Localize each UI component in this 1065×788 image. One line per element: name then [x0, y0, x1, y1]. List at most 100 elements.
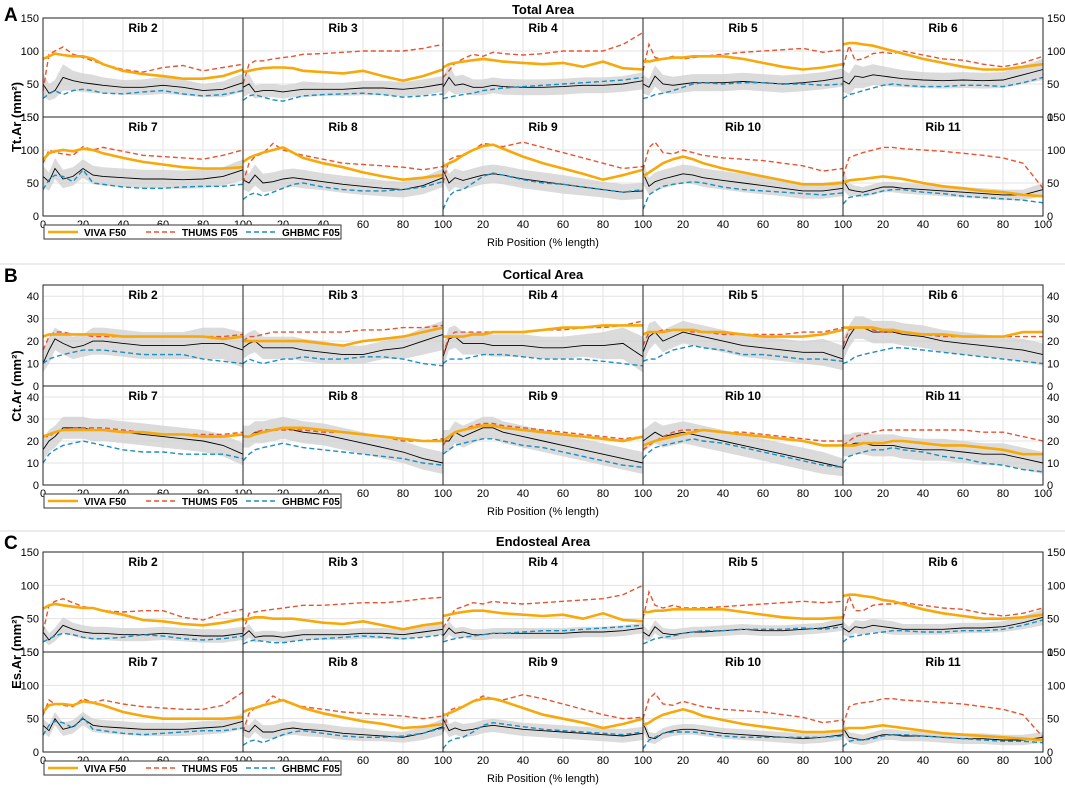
y-tick-label-right: 100 — [1047, 680, 1065, 692]
y-tick-label-right: 150 — [1047, 112, 1065, 124]
subplot-rib-9: Rib 9 — [442, 655, 644, 750]
subject-range-band — [443, 621, 643, 643]
rib-title: Rib 9 — [528, 120, 558, 134]
x-tick-label: 40 — [717, 219, 729, 231]
x-tick-label: 100 — [434, 219, 452, 231]
thums-f05-line — [42, 145, 244, 164]
subject-mean-line — [442, 76, 644, 88]
viva-f50-line — [242, 146, 444, 182]
viva-f50-line — [842, 41, 1044, 71]
x-tick-label: 60 — [357, 488, 369, 500]
x-tick-label: 60 — [557, 219, 569, 231]
viva-f50-line — [243, 426, 443, 443]
subject-mean-line — [442, 718, 644, 737]
subject-mean-line — [443, 427, 644, 464]
x-tick-label: 80 — [397, 755, 409, 767]
x-tick-label: 80 — [597, 219, 609, 231]
subject-range-band — [643, 421, 843, 477]
subject-mean-line — [243, 427, 444, 464]
thums-f05-line — [442, 141, 644, 184]
subplot-rib-10: Rib 10 — [642, 389, 844, 477]
subplot-rib-7: Rib 7 — [42, 120, 244, 191]
ghbmc-f05-line — [842, 619, 1044, 643]
x-tick-label: 60 — [557, 488, 569, 500]
subplot-rib-9: Rib 9 — [442, 389, 644, 474]
thums-f05-line — [242, 324, 444, 342]
panel-letter: A — [4, 5, 18, 26]
ghbmc-f05-line — [442, 172, 644, 210]
ghbmc-f05-line — [242, 92, 444, 102]
y-tick-label-right: 20 — [1047, 436, 1059, 448]
y-tick-label-right: 10 — [1047, 359, 1059, 371]
y-tick-label: 150 — [21, 112, 39, 124]
panel-title: Total Area — [512, 2, 575, 17]
viva-f50-line — [442, 609, 644, 623]
rib-title: Rib 5 — [728, 555, 758, 569]
thums-f05-line — [842, 698, 1044, 738]
subplot-rib-9: Rib 9 — [442, 120, 644, 210]
ghbmc-f05-line — [642, 438, 844, 469]
y-tick-label: 0 — [33, 381, 39, 393]
x-tick-label: 0 — [40, 488, 46, 500]
subplot-rib-6: Rib 6 — [842, 21, 1044, 100]
subject-range-band — [443, 325, 643, 373]
rib-title: Rib 4 — [528, 288, 558, 302]
x-tick-label: 60 — [557, 755, 569, 767]
subject-range-band — [443, 159, 643, 201]
rib-title: Rib 2 — [128, 555, 158, 569]
viva-f50-line — [242, 615, 444, 631]
rib-title: Rib 3 — [328, 21, 358, 35]
y-tick-label: 10 — [27, 359, 39, 371]
subject-mean-line — [42, 624, 244, 641]
viva-f50-line — [843, 326, 1043, 338]
viva-f50-line — [642, 707, 844, 734]
subplot-rib-8: Rib 8 — [242, 655, 444, 746]
subplot-rib-6: Rib 6 — [842, 555, 1044, 643]
x-tick-label: 40 — [717, 755, 729, 767]
y-tick-label-right: 100 — [1047, 46, 1065, 58]
y-tick-label: 0 — [33, 747, 39, 759]
viva-f50-line — [442, 697, 644, 730]
y-tick-label-right: 0 — [1047, 480, 1053, 492]
thums-f05-line — [442, 584, 644, 629]
thums-f05-line — [442, 31, 644, 78]
rib-title: Rib 11 — [925, 120, 961, 134]
panel-title: Endosteal Area — [496, 534, 591, 549]
y-tick-label: 150 — [21, 647, 39, 659]
x-axis-label: Rib Position (% length) — [487, 506, 599, 518]
subplot-rib-8: Rib 8 — [242, 389, 444, 474]
y-tick-label-right: 0 — [1047, 647, 1053, 659]
thums-f05-line — [242, 596, 444, 633]
x-tick-label: 20 — [877, 755, 889, 767]
rib-title: Rib 8 — [328, 120, 358, 134]
x-tick-label: 60 — [957, 488, 969, 500]
y-tick-label: 100 — [21, 680, 39, 692]
rib-title: Rib 3 — [328, 288, 358, 302]
x-tick-label: 100 — [434, 755, 452, 767]
rib-title: Rib 10 — [725, 120, 761, 134]
subject-range-band — [843, 58, 1043, 95]
rib-title: Rib 6 — [928, 288, 958, 302]
x-tick-label: 60 — [757, 219, 769, 231]
viva-f50-line — [642, 428, 843, 447]
legend: VIVA F50 THUMS F05 GHBMC F05 — [43, 760, 342, 776]
y-tick-label: 20 — [27, 336, 39, 348]
y-tick-label-right: 100 — [1047, 145, 1065, 157]
x-tick-label: 80 — [797, 488, 809, 500]
legend-label: VIVA F50 — [84, 497, 127, 508]
rib-title: Rib 7 — [128, 389, 158, 403]
legend-label: THUMS F05 — [182, 497, 238, 508]
ghbmc-f05-line — [642, 626, 844, 645]
y-tick-label-right: 50 — [1047, 178, 1059, 190]
x-tick-label: 40 — [517, 755, 529, 767]
legend-label: GHBMC F05 — [282, 228, 340, 239]
y-tick-label-right: 10 — [1047, 458, 1059, 470]
x-tick-label: 60 — [957, 219, 969, 231]
y-tick-label-right: 40 — [1047, 291, 1059, 303]
subject-mean-line — [843, 442, 1044, 464]
x-tick-label: 100 — [634, 755, 652, 767]
legend-label: VIVA F50 — [84, 228, 127, 239]
y-tick-label-right: 150 — [1047, 647, 1065, 659]
